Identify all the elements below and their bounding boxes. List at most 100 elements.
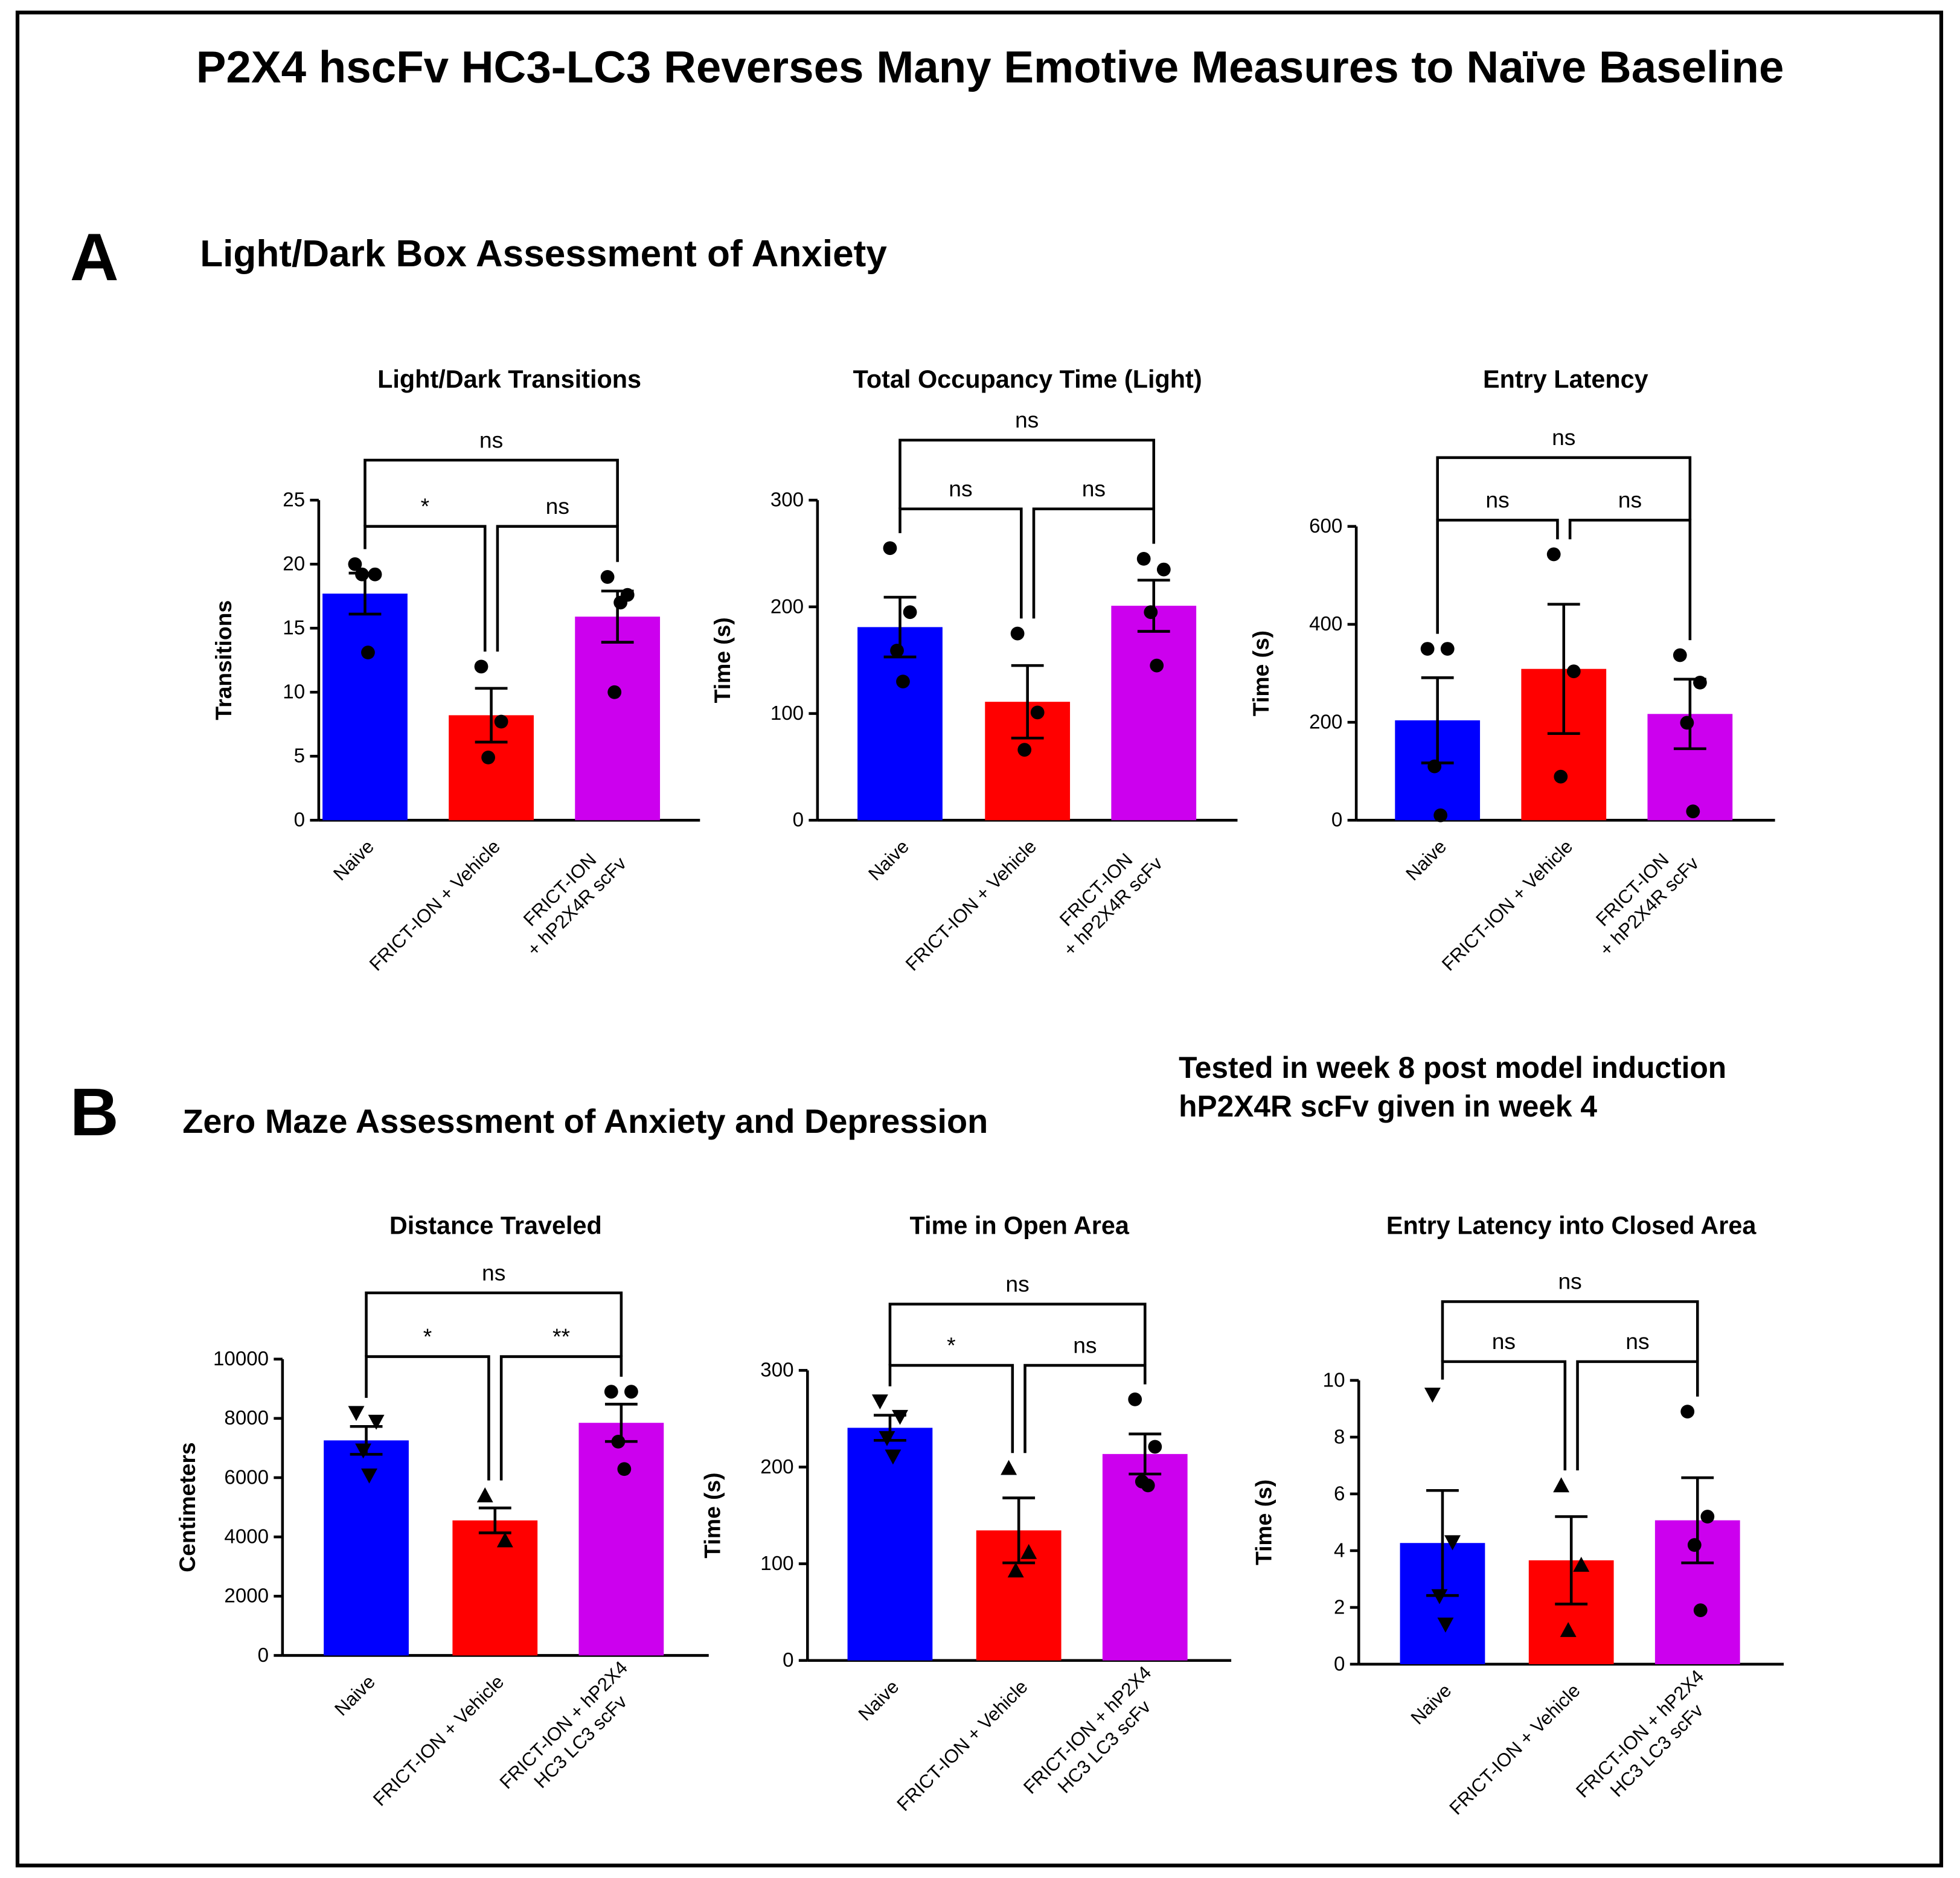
significance-bracket [898, 507, 1023, 619]
data-point [1420, 642, 1435, 656]
x-tick-label: FRICT-ION + Vehicle [1438, 836, 1577, 975]
x-tick-label: Naive [330, 1671, 379, 1720]
data-point [1431, 1589, 1448, 1604]
data-point [903, 605, 917, 620]
panel-letter: B [70, 1074, 119, 1150]
significance-label: * [947, 1332, 955, 1357]
data-point [890, 643, 904, 658]
y-tick-label: 0 [258, 1644, 269, 1667]
significance-label: ns [1558, 1269, 1581, 1294]
y-tick-label: 400 [1309, 613, 1342, 635]
data-point [613, 595, 628, 610]
data-point [1001, 1460, 1017, 1475]
y-tick-label: 6 [1334, 1482, 1345, 1505]
data-point [1693, 676, 1707, 690]
y-tick-label: 20 [283, 553, 305, 575]
data-point [1553, 1477, 1570, 1493]
significance-label: ns [482, 1260, 505, 1285]
x-tick-label: Naive [854, 1676, 903, 1725]
data-point [1437, 1617, 1454, 1633]
y-tick-label: 15 [283, 617, 305, 639]
data-point [1700, 1510, 1715, 1524]
y-axis-label: Centimeters [175, 1442, 200, 1572]
data-point [1148, 1440, 1162, 1454]
data-point [1156, 562, 1171, 577]
data-point [1566, 664, 1581, 679]
y-axis-label: Time (s) [1251, 1479, 1276, 1565]
x-tick-label: FRICT-ION + Vehicle [365, 836, 504, 975]
significance-bracket [1441, 1300, 1699, 1362]
significance-bracket [1568, 519, 1692, 641]
y-tick-label: 2000 [224, 1585, 269, 1607]
frame [15, 10, 1944, 1868]
data-point [1433, 808, 1448, 822]
data-point [1427, 759, 1442, 774]
y-tick-label: 0 [294, 809, 305, 832]
data-point [624, 1385, 638, 1399]
data-point [604, 1385, 618, 1399]
data-point [1680, 1405, 1695, 1419]
chart-title: Time in Open Area [910, 1212, 1130, 1240]
y-axis-label: Transitions [211, 600, 236, 720]
data-point [355, 567, 369, 582]
y-tick-label: 6000 [224, 1466, 269, 1489]
data-point [494, 714, 508, 729]
bar [322, 594, 408, 821]
bar [575, 617, 661, 821]
data-point [1546, 547, 1561, 562]
data-point [476, 1487, 493, 1502]
y-tick-label: 100 [770, 702, 804, 725]
significance-label: ns [1082, 476, 1106, 501]
y-tick-label: 600 [1309, 515, 1342, 537]
y-tick-label: 25 [283, 489, 305, 511]
chart-title: Light/Dark Transitions [377, 365, 641, 393]
data-point [1554, 769, 1568, 784]
significance-bracket [363, 458, 619, 527]
chart-title: Entry Latency [1483, 365, 1648, 393]
y-tick-label: 8000 [224, 1407, 269, 1429]
significance-bracket [365, 1291, 623, 1357]
y-tick-label: 100 [760, 1553, 793, 1575]
data-point [361, 1468, 377, 1484]
data-point [1444, 1535, 1461, 1551]
chart-title: Distance Traveled [389, 1212, 602, 1240]
significance-bracket [1576, 1360, 1699, 1470]
y-tick-label: 2 [1334, 1596, 1345, 1618]
data-point [879, 1431, 895, 1446]
y-tick-label: 4 [1334, 1539, 1345, 1562]
x-tick-label: FRICT-ION + Vehicle [1445, 1680, 1584, 1819]
significance-bracket [1023, 1364, 1147, 1453]
significance-bracket [1441, 1360, 1567, 1470]
significance-label: ns [1618, 487, 1642, 513]
data-point [611, 1434, 626, 1449]
chart-title: Total Occupancy Time (Light) [853, 365, 1202, 393]
x-tick-label: Naive [1401, 836, 1450, 885]
significance-label: ns [546, 493, 569, 519]
data-point [1693, 1603, 1708, 1618]
data-point [871, 1394, 888, 1410]
y-axis-label: Time (s) [709, 617, 735, 703]
data-point [883, 541, 897, 556]
data-point [617, 1462, 632, 1476]
y-axis-label: Time (s) [1248, 630, 1273, 716]
data-point [1141, 1478, 1155, 1493]
y-tick-label: 0 [783, 1649, 793, 1671]
data-point [1136, 552, 1151, 566]
data-point [1144, 605, 1158, 620]
y-tick-label: 10000 [213, 1348, 269, 1370]
bar [857, 627, 943, 821]
data-point [368, 1414, 385, 1430]
significance-bracket [496, 525, 619, 652]
data-point [368, 567, 382, 582]
significance-label: ns [1015, 407, 1039, 432]
bar [578, 1423, 664, 1656]
data-point [1573, 1556, 1590, 1572]
data-point [1560, 1622, 1577, 1637]
data-point [1020, 1543, 1037, 1559]
data-point [1017, 743, 1032, 757]
significance-bracket [1032, 507, 1156, 619]
data-point [496, 1532, 513, 1548]
bar [847, 1428, 933, 1661]
